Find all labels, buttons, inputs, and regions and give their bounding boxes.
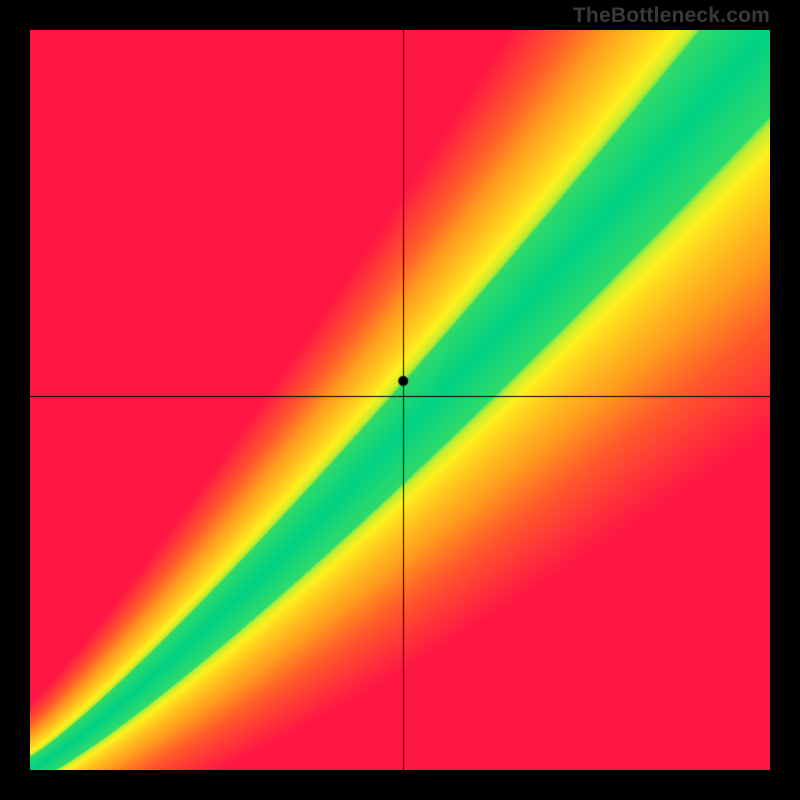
watermark-text: TheBottleneck.com <box>573 4 770 28</box>
chart-frame: { "watermark": { "text": "TheBottleneck.… <box>0 0 800 800</box>
bottleneck-heatmap <box>30 30 770 770</box>
